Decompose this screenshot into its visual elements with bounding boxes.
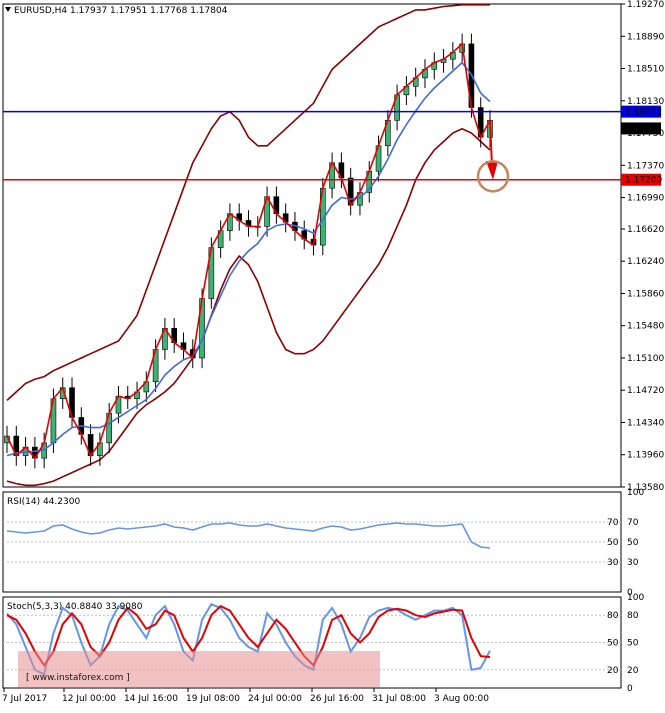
rsi-inner-label: 30 <box>607 558 619 568</box>
bollinger-upper-line <box>6 4 490 401</box>
candle <box>4 425 10 454</box>
rsi-tick-label: 50 <box>627 538 639 548</box>
rsi-tick-label: 100 <box>627 488 644 498</box>
y-tick-label: 1.15100 <box>627 354 664 364</box>
stoch-tick-label: 100 <box>627 593 644 603</box>
y-tick-label: 1.15480 <box>627 322 664 332</box>
rsi-inner-label: 70 <box>607 518 619 528</box>
x-tick-label: 26 Jul 16:00 <box>310 694 364 704</box>
panel-main-frame <box>2 3 622 488</box>
y-tick-label: 1.13580 <box>627 483 664 493</box>
rsi-inner-label: 50 <box>607 538 619 548</box>
candle-body <box>4 435 10 444</box>
rsi-tick-label: 0 <box>627 588 633 598</box>
y-tick-label: 1.18130 <box>627 97 664 107</box>
ma-red-line <box>6 42 491 460</box>
y-tick-label: 1.19270 <box>627 0 664 10</box>
x-tick-label: 7 Jul 2017 <box>2 694 47 704</box>
y-tick-label: 1.16240 <box>627 257 664 267</box>
x-tick-label: 31 Jul 08:00 <box>372 694 426 704</box>
x-tick-label: 24 Jul 00:00 <box>248 694 302 704</box>
main-header: EURUSD,H4 1.17937 1.17951 1.17768 1.1780… <box>14 6 228 16</box>
x-tick-label: 3 Aug 00:00 <box>434 694 489 704</box>
y-tick-label: 1.14340 <box>627 418 664 428</box>
rsi-tick-label: 30 <box>627 558 639 568</box>
x-tick-label: 14 Jul 16:00 <box>124 694 178 704</box>
projection-arrow-head <box>486 161 498 180</box>
menu-triangle-icon <box>5 7 11 12</box>
ma-blue-line <box>6 61 491 457</box>
stoch-inner-label: 20 <box>607 666 619 676</box>
stoch-d-line <box>6 604 491 668</box>
rsi-header: RSI(14) 44.2300 <box>7 497 80 507</box>
level-tag-0 <box>621 105 661 118</box>
watermark-text: [ www.instaforex.com ] <box>26 673 130 683</box>
y-tick-label: 1.17370 <box>627 161 664 171</box>
stoch-tick-label: 80 <box>627 611 639 621</box>
y-tick-label: 1.14720 <box>627 386 664 396</box>
rsi-line <box>6 522 491 549</box>
rsi-tick-label: 70 <box>627 518 639 528</box>
y-tick-label: 1.15860 <box>627 289 664 299</box>
stoch-header: Stoch(5,3,3) 40.8840 33.9080 <box>7 602 143 612</box>
stoch-tick-label: 20 <box>627 666 639 676</box>
level-tag-label: 1.18002 <box>625 108 662 118</box>
current-price-label: 1.17804 <box>625 124 662 134</box>
y-tick-label: 1.18510 <box>627 65 664 75</box>
stoch-tick-label: 50 <box>627 639 639 649</box>
stoch-inner-label: 80 <box>607 611 619 621</box>
target-circle <box>476 160 510 193</box>
y-tick-label: 1.16990 <box>627 194 664 204</box>
current-price-tag <box>621 122 661 135</box>
level-tag-label: 1.17200 <box>625 176 662 186</box>
watermark-box <box>18 651 380 687</box>
x-tick-label: 19 Jul 08:00 <box>186 694 240 704</box>
projection-arrow <box>489 120 493 168</box>
y-tick-label: 1.13960 <box>627 451 664 461</box>
level-tag-1 <box>621 173 661 186</box>
stoch-tick-label: 0 <box>627 684 633 694</box>
y-tick-label: 1.18890 <box>627 32 664 42</box>
stoch-inner-label: 50 <box>607 639 619 649</box>
y-tick-label: 1.16620 <box>627 225 664 235</box>
bollinger-lower-line <box>6 127 491 487</box>
x-tick-label: 12 Jul 00:00 <box>62 694 116 704</box>
